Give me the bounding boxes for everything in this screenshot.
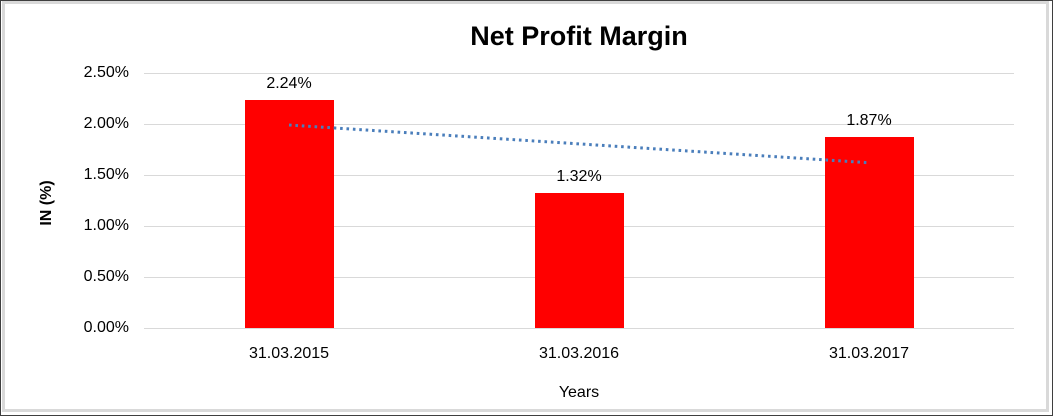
gridline — [144, 327, 1014, 329]
trendline-path — [288, 123, 870, 165]
bar-value-label: 1.32% — [556, 168, 602, 186]
gridline — [144, 174, 1014, 176]
bar — [824, 137, 914, 328]
y-tick-label: 2.00% — [83, 115, 129, 132]
y-tick-label: 0.00% — [83, 319, 129, 336]
bar — [244, 99, 334, 328]
y-tick-label: 2.50% — [83, 64, 129, 81]
x-tick-label: 31.03.2016 — [538, 345, 620, 362]
x-tick-label: 31.03.2017 — [828, 345, 910, 362]
x-tick-label: 31.03.2015 — [248, 345, 330, 362]
y-tick-label: 0.50% — [83, 268, 129, 285]
gridline — [144, 123, 1014, 125]
chart-title: Net Profit Margin — [470, 21, 688, 51]
y-tick-label: 1.00% — [83, 217, 129, 234]
bar-value-label: 1.87% — [846, 112, 892, 130]
y-tick-label: 1.50% — [83, 166, 129, 183]
trendline — [288, 123, 870, 165]
gridline — [144, 72, 1014, 74]
x-axis-title: Years — [558, 384, 600, 401]
bar-value-label: 2.24% — [266, 74, 312, 92]
bar — [534, 193, 624, 328]
